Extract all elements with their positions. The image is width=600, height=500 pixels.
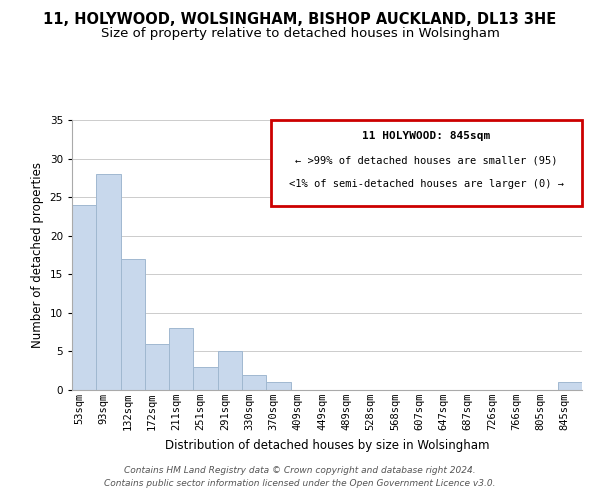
Bar xyxy=(169,328,193,390)
Y-axis label: Number of detached properties: Number of detached properties xyxy=(31,162,44,348)
Text: ← >99% of detached houses are smaller (95): ← >99% of detached houses are smaller (9… xyxy=(295,155,558,165)
Bar xyxy=(558,382,582,390)
Bar xyxy=(121,259,145,390)
Text: Contains HM Land Registry data © Crown copyright and database right 2024.
Contai: Contains HM Land Registry data © Crown c… xyxy=(104,466,496,487)
Bar xyxy=(242,374,266,390)
Text: Size of property relative to detached houses in Wolsingham: Size of property relative to detached ho… xyxy=(101,28,499,40)
Text: <1% of semi-detached houses are larger (0) →: <1% of semi-detached houses are larger (… xyxy=(289,180,564,190)
Bar xyxy=(266,382,290,390)
Bar xyxy=(72,205,96,390)
Bar xyxy=(96,174,121,390)
FancyBboxPatch shape xyxy=(271,120,582,206)
Bar xyxy=(218,352,242,390)
Text: 11 HOLYWOOD: 845sqm: 11 HOLYWOOD: 845sqm xyxy=(362,131,491,141)
Text: 11, HOLYWOOD, WOLSINGHAM, BISHOP AUCKLAND, DL13 3HE: 11, HOLYWOOD, WOLSINGHAM, BISHOP AUCKLAN… xyxy=(43,12,557,28)
Bar xyxy=(193,367,218,390)
Bar xyxy=(145,344,169,390)
X-axis label: Distribution of detached houses by size in Wolsingham: Distribution of detached houses by size … xyxy=(165,438,489,452)
